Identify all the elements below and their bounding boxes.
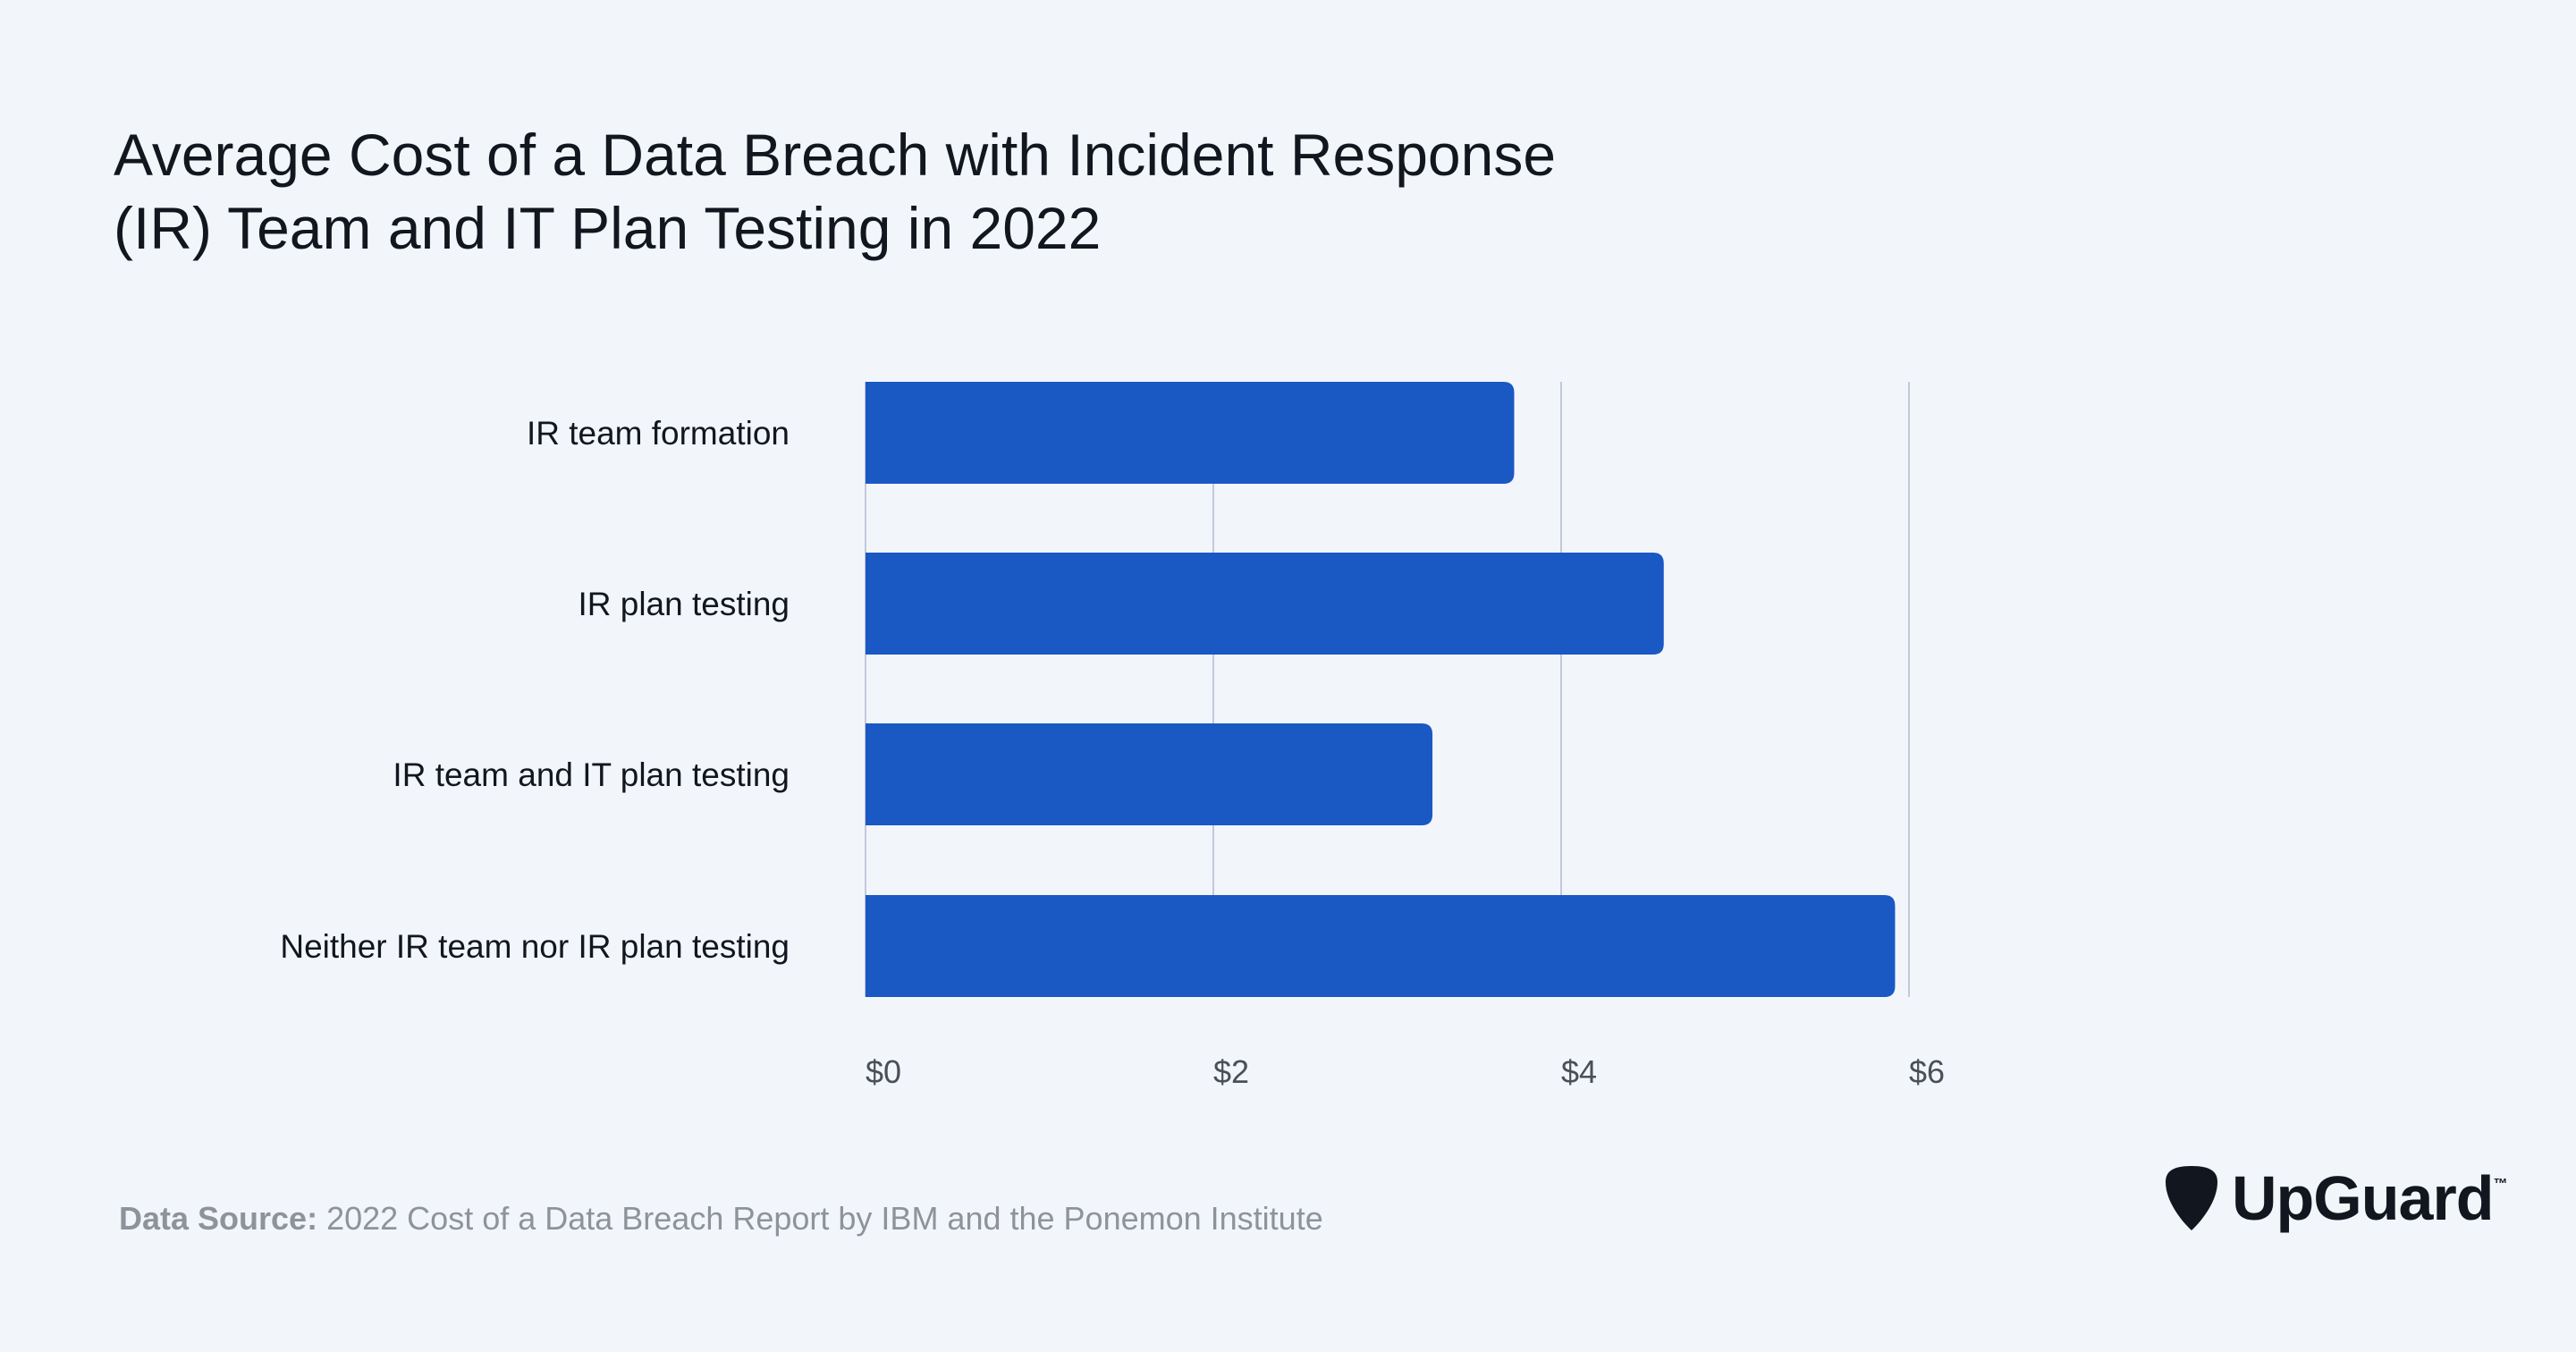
x-tick-label-0: $0 <box>866 1053 901 1090</box>
category-label-0: IR team formation <box>527 415 790 452</box>
trademark-mark: ™ <box>2493 1177 2508 1192</box>
bar-1 <box>866 553 1664 655</box>
data-source-label: Data Source: <box>119 1200 318 1237</box>
x-tick-label-3: $6 <box>1909 1053 1945 1090</box>
chart-title: Average Cost of a Data Breach with Incid… <box>114 118 1902 265</box>
brand-name: UpGuard <box>2232 1163 2494 1233</box>
chart-title-line-2: (IR) Team and IT Plan Testing in 2022 <box>114 195 1102 261</box>
chart-title-line-1: Average Cost of a Data Breach with Incid… <box>114 122 1557 188</box>
category-label-1: IR plan testing <box>578 586 790 622</box>
guitar-pick-shield-icon <box>2166 1166 2217 1230</box>
category-label-3: Neither IR team nor IR plan testing <box>280 928 790 965</box>
upguard-logo: UpGuard ™ <box>2164 1162 2507 1234</box>
bar-2 <box>866 723 1433 825</box>
data-source-text: 2022 Cost of a Data Breach Report by IBM… <box>317 1200 1323 1237</box>
data-source: Data Source: 2022 Cost of a Data Breach … <box>119 1200 1323 1238</box>
x-tick-label-1: $2 <box>1213 1053 1249 1090</box>
bar-3 <box>866 895 1896 997</box>
category-label-2: IR team and IT plan testing <box>393 756 790 793</box>
x-tick-label-2: $4 <box>1561 1053 1597 1090</box>
bar-0 <box>866 382 1515 484</box>
